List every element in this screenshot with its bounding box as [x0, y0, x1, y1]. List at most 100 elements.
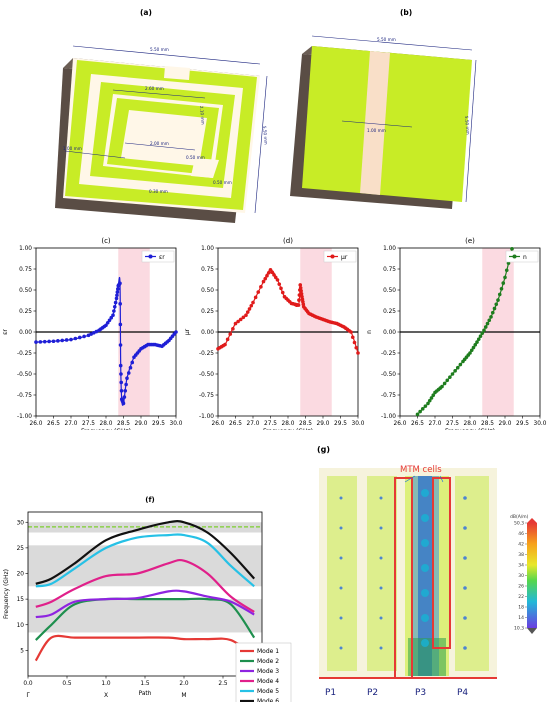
y-tick-label: -0.25	[17, 351, 32, 357]
x-tick-label: 26.0	[212, 421, 225, 427]
data-point	[259, 285, 263, 289]
data-point	[489, 315, 493, 319]
data-point	[233, 321, 238, 326]
data-point	[440, 384, 444, 389]
x-tick-label: 30.0	[170, 421, 183, 427]
colorbar-tick-label: 30	[518, 573, 524, 579]
data-point	[118, 281, 122, 286]
data-point	[231, 327, 235, 331]
x-axis-label: Frequency (GHz)	[445, 428, 495, 430]
legend-marker	[148, 254, 153, 259]
data-point	[247, 307, 252, 311]
data-point	[426, 401, 430, 406]
data-point	[261, 279, 266, 284]
data-point	[485, 321, 490, 326]
legend-box	[235, 642, 292, 702]
y-tick-label: 20	[17, 572, 25, 578]
data-point	[119, 380, 124, 385]
data-point	[298, 283, 303, 287]
data-point	[111, 313, 115, 317]
center-strip	[360, 51, 390, 195]
data-point	[34, 340, 38, 344]
x-tick-label: 1.5	[140, 681, 150, 687]
data-point	[236, 319, 240, 324]
panel-g-field-plot: (g) MTM cells P1 P2 P3 P4 d	[317, 445, 537, 698]
y-tick-label: 1.00	[19, 246, 32, 252]
data-point	[473, 343, 478, 347]
y-axis-label: Frequency (GHz)	[3, 569, 10, 619]
x-tick-label: 27.5	[446, 421, 459, 427]
x-tick-label: 28.0	[464, 421, 477, 427]
chart-c: (c) 26.0 26.5 27.0 27.5 28.0 28.5 29.0 29.5 30.0 1…	[2, 237, 183, 430]
x-tick-label: 30.0	[534, 421, 547, 427]
legend-label: Mode 5	[257, 688, 279, 695]
x-tick-label: 28.0	[282, 421, 295, 427]
data-point	[480, 331, 485, 336]
data-point	[128, 365, 133, 370]
data-point	[107, 318, 112, 323]
colorbar-tick-label: 42	[518, 542, 524, 548]
gray-band	[28, 545, 262, 587]
data-point	[256, 290, 261, 294]
dim-a-6: 0.50 mm	[186, 155, 205, 160]
data-point	[501, 281, 506, 285]
panel-a-label: (a)	[140, 8, 152, 17]
data-point	[105, 320, 110, 325]
data-point	[228, 332, 233, 336]
y-tick-label: 0.25	[383, 309, 396, 315]
data-point	[418, 409, 422, 414]
y-tick-label: 0.50	[19, 288, 32, 294]
data-point	[275, 278, 280, 282]
data-point	[174, 330, 178, 334]
dim-a-2: 2.10 mm	[199, 106, 206, 125]
data-point	[423, 404, 428, 408]
x-tick-label: 0.0	[23, 681, 33, 687]
data-point	[297, 298, 301, 302]
data-point	[118, 343, 123, 347]
y-tick-label: 15	[17, 597, 25, 603]
data-point	[352, 340, 357, 345]
data-point	[468, 351, 472, 355]
data-point	[492, 306, 497, 311]
data-point	[490, 310, 495, 315]
colorbar-tick-label: 38	[518, 552, 524, 558]
data-point	[471, 345, 476, 350]
panel-g-label: (g)	[317, 445, 330, 454]
chart-f: (f)302520151050.00.51.01.52.02.53.0ΓXMΓP…	[3, 496, 292, 702]
data-point	[280, 290, 285, 295]
y-tick-label: 0.50	[383, 288, 396, 294]
y-tick-label: -0.25	[199, 351, 214, 357]
port-p1: P1	[325, 688, 336, 698]
x-tick-label: 28.0	[100, 421, 113, 427]
data-point	[115, 293, 119, 298]
x-tick-label: 26.5	[47, 421, 60, 427]
x-tick-label: 29.0	[499, 421, 512, 427]
chart-e: (e) 26.0 26.5 27.0 27.5 28.0 28.5 29.0 29.5 30.0 1…	[366, 237, 547, 430]
data-point	[119, 389, 124, 393]
data-point	[270, 270, 275, 275]
data-point	[510, 247, 514, 251]
data-point	[279, 286, 283, 291]
data-point	[296, 303, 301, 307]
data-point	[429, 396, 434, 400]
x-tick-label: 29.0	[317, 421, 330, 427]
inner-gap	[191, 158, 219, 178]
data-point	[77, 335, 82, 340]
panel-b-strip-model: 5.50 mm 5.50 mm 1.00 mm	[290, 35, 477, 209]
port-p2: P2	[367, 688, 378, 698]
legend-label: μr	[341, 254, 348, 261]
data-point	[273, 275, 278, 280]
data-point	[118, 302, 122, 306]
dim-b-0: 5.50 mm	[377, 37, 396, 42]
data-point	[112, 305, 117, 309]
x-tick-label: 2.5	[218, 681, 228, 687]
colorbar-title: dB(A/m)	[510, 514, 529, 520]
colorbar-tick-label: 34	[518, 563, 524, 569]
y-tick-label: -0.75	[17, 393, 32, 399]
y-axis-label: μr	[184, 328, 191, 335]
x-tick-label: 26.5	[229, 421, 242, 427]
y-tick-label: 1.00	[201, 246, 214, 252]
chart-title: (d)	[283, 237, 293, 245]
port-p3: P3	[415, 688, 426, 698]
strip-substrate-top	[302, 46, 472, 202]
